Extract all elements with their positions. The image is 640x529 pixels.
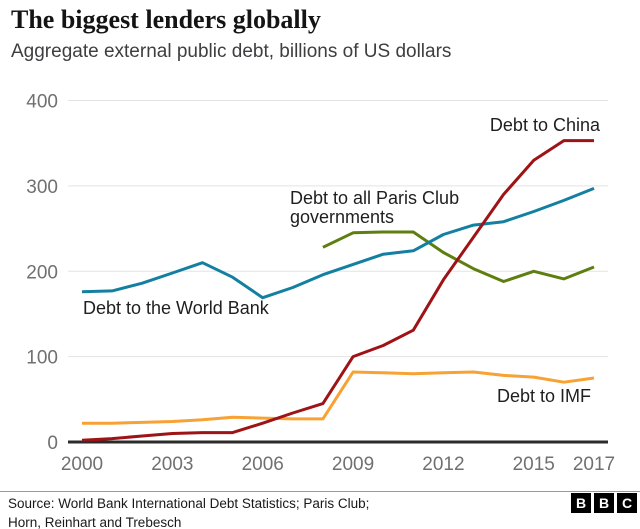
x-tick-label-2009: 2009 [332, 454, 374, 475]
series-label-paris-club: Debt to all Paris Club governments [290, 188, 460, 227]
series-line-debt-to-imf [82, 370, 595, 425]
y-tick-label-200: 200 [26, 262, 58, 283]
bbc-logo: B B C [571, 493, 637, 513]
x-tick-label-2006: 2006 [242, 454, 284, 475]
series-line-debt-to-china [81, 139, 594, 442]
x-tick-label-2015: 2015 [513, 454, 555, 475]
x-tick-label-2003: 2003 [151, 454, 193, 475]
y-tick-label-300: 300 [26, 177, 58, 198]
x-tick-label-2017: 2017 [573, 454, 615, 475]
source-text: Source: World Bank International Debt St… [8, 496, 370, 529]
bbc-logo-letter: C [617, 493, 637, 513]
y-tick-label-400: 400 [26, 92, 58, 113]
page-title: The biggest lenders globally [11, 5, 321, 34]
x-tick-label-2000: 2000 [61, 454, 103, 475]
bbc-logo-letter: B [594, 493, 614, 513]
series-label-world-bank: Debt to the World Bank [83, 298, 269, 318]
footer-divider [0, 491, 640, 492]
series-label-china: Debt to China [489, 115, 600, 135]
bbc-logo-letter: B [571, 493, 591, 513]
x-tick-label-2012: 2012 [422, 454, 464, 475]
y-tick-label-100: 100 [26, 348, 58, 369]
y-tick-label-0: 0 [47, 433, 58, 454]
chart-subtitle: Aggregate external public debt, billions… [11, 41, 452, 62]
series-label-imf: Debt to IMF [497, 386, 592, 406]
series-line-debt-to-the-world-bank [81, 187, 595, 300]
